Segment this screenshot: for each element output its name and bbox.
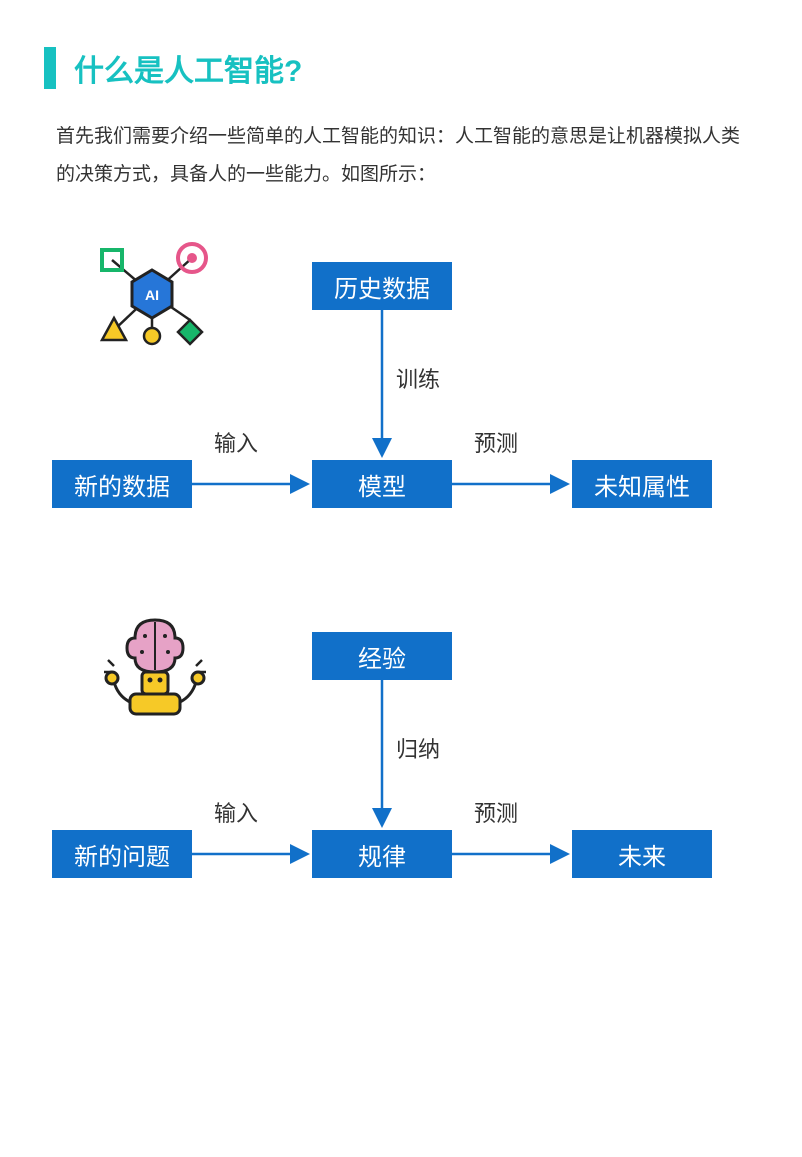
node-rule: 规律 [312,830,452,878]
node-exp: 经验 [312,632,452,680]
edge-label-predict: 预测 [474,426,518,458]
diagram-human-analogy: 经验规律 新的问题 未来 归纳输入 预测 [0,610,802,940]
node-model: 模型 [312,460,452,508]
node-newq: 新的问题 [52,830,192,878]
intro-paragraph: 首先我们需要介绍一些简单的人工智能的知识：人工智能的意思是让机器模拟人类的决策方… [0,90,802,194]
page-title-row: 什么是人工智能? [0,0,802,90]
edge-label-predict: 预测 [474,796,518,828]
title-accent-bar [44,47,56,89]
page-title: 什么是人工智能? [74,46,302,90]
edge-label-train: 训练 [396,362,440,394]
edge-label-input: 输入 [214,796,258,828]
node-history: 历史数据 [312,262,452,310]
node-newdata: 新的数据 [52,460,192,508]
edge-label-input: 输入 [214,426,258,458]
edge-label-induce: 归纳 [396,732,440,764]
node-future: 未来 [572,830,712,878]
node-unknown: 未知属性 [572,460,712,508]
diagram-ai-model: AI 历史数据模型新的数据未知属性训练输入预测 [0,240,802,570]
